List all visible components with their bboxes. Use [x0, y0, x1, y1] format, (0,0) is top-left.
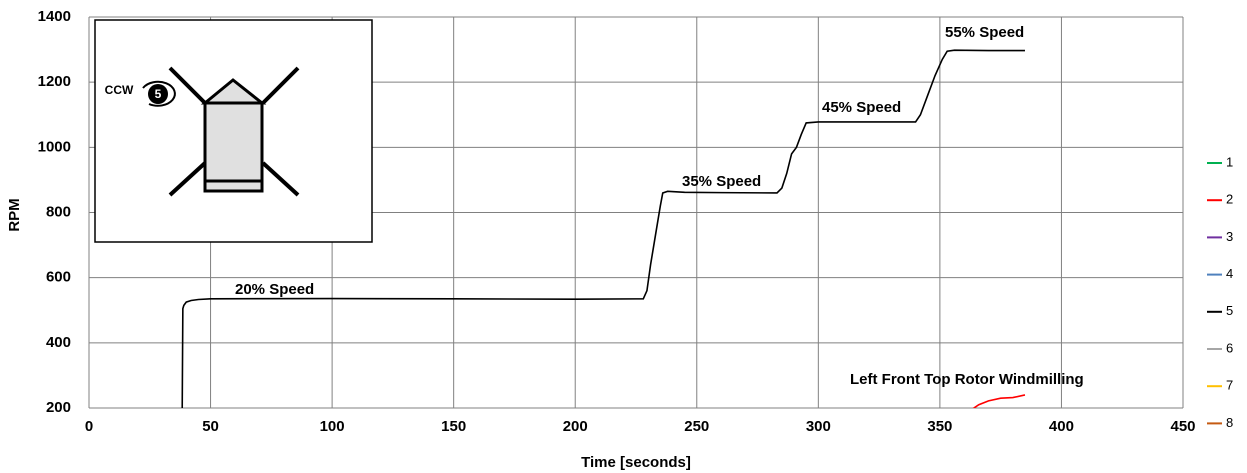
x-tick-label: 250	[684, 418, 709, 435]
x-tick-label: 0	[85, 418, 93, 435]
y-tick-label: 200	[46, 399, 71, 416]
rotation-label: CCW	[105, 83, 134, 97]
x-tick-label: 300	[806, 418, 831, 435]
annotation: 20% Speed	[235, 281, 314, 298]
data-line	[972, 394, 1026, 408]
x-tick-label: 200	[563, 418, 588, 435]
legend-label: 4	[1226, 266, 1233, 281]
rotation-arrow	[142, 80, 176, 107]
legend-label: 7	[1226, 378, 1233, 393]
inset: 5 CCW	[94, 19, 373, 243]
annotation: 45% Speed	[822, 99, 901, 116]
y-tick-label: 1000	[38, 138, 71, 155]
x-tick-label: 50	[202, 418, 219, 435]
rotor-badge	[148, 84, 168, 104]
legend-label: 3	[1226, 229, 1233, 244]
y-axis-title: RPM	[6, 198, 23, 231]
x-tick-label: 450	[1170, 418, 1195, 435]
x-tick-label: 400	[1049, 418, 1074, 435]
data-line	[181, 49, 1025, 408]
y-tick-label: 400	[46, 334, 71, 351]
legend-label: 1	[1226, 154, 1233, 169]
drone-icon	[168, 66, 300, 197]
y-tick-label: 800	[46, 203, 71, 220]
rotor-number: 5	[155, 87, 162, 101]
annotation: Left Front Top Rotor Windmilling	[850, 371, 1084, 388]
x-tick-label: 100	[320, 418, 345, 435]
legend-label: 6	[1226, 340, 1233, 355]
y-tick-label: 1200	[38, 73, 71, 90]
legend-label: 8	[1226, 415, 1233, 430]
x-axis-title: Time [seconds]	[581, 454, 691, 471]
x-tick-label: 150	[441, 418, 466, 435]
y-tick-label: 1400	[38, 8, 71, 25]
legend-label: 2	[1226, 192, 1233, 207]
x-tick-label: 350	[927, 418, 952, 435]
annotation: 35% Speed	[682, 173, 761, 190]
legend-label: 5	[1226, 303, 1233, 318]
y-tick-label: 600	[46, 269, 71, 286]
annotation: 55% Speed	[945, 24, 1024, 41]
